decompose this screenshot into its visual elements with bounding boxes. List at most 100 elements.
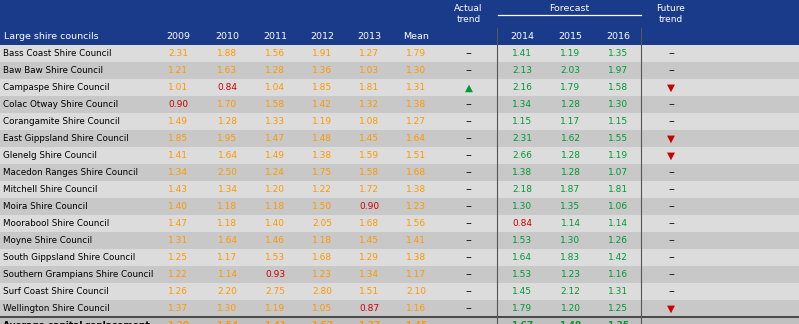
Text: 1.31: 1.31 (406, 83, 426, 92)
Text: 1.22: 1.22 (312, 185, 332, 194)
Text: 1.23: 1.23 (406, 202, 426, 211)
Text: 1.85: 1.85 (168, 134, 188, 143)
Text: –: – (668, 98, 674, 111)
Text: 1.14: 1.14 (608, 219, 628, 228)
Text: 1.29: 1.29 (359, 253, 379, 262)
Text: –: – (466, 285, 471, 298)
Bar (0, 232, 799, 249)
Text: Wellington Shire Council: Wellington Shire Council (3, 304, 109, 313)
Text: South Gippsland Shire Council: South Gippsland Shire Council (3, 253, 135, 262)
Text: 1.58: 1.58 (265, 100, 285, 109)
Text: 1.30: 1.30 (560, 236, 581, 245)
Text: 2.80: 2.80 (312, 287, 332, 296)
Text: ▼: ▼ (667, 151, 675, 160)
Text: –: – (668, 166, 674, 179)
Text: Baw Baw Shire Council: Baw Baw Shire Council (3, 66, 103, 75)
Text: Mitchell Shire Council: Mitchell Shire Council (3, 185, 97, 194)
Text: 2.66: 2.66 (512, 151, 532, 160)
Text: –: – (466, 200, 471, 213)
Bar (0, 164, 799, 181)
Text: 1.85: 1.85 (312, 83, 332, 92)
Text: 2.18: 2.18 (512, 185, 532, 194)
Text: 1.18: 1.18 (312, 236, 332, 245)
Text: 1.62: 1.62 (561, 134, 581, 143)
Text: 1.81: 1.81 (608, 185, 628, 194)
Text: 1.20: 1.20 (561, 304, 581, 313)
Text: –: – (668, 217, 674, 230)
Text: –: – (668, 200, 674, 213)
Text: 1.39: 1.39 (167, 321, 189, 324)
Text: 1.64: 1.64 (512, 253, 532, 262)
Text: 0.84: 0.84 (512, 219, 532, 228)
Text: 1.26: 1.26 (608, 236, 628, 245)
Text: 0.90: 0.90 (359, 202, 379, 211)
Text: –: – (466, 217, 471, 230)
Text: 1.55: 1.55 (608, 134, 628, 143)
Text: 1.30: 1.30 (608, 100, 628, 109)
Text: 2014: 2014 (510, 32, 534, 41)
Text: 1.47: 1.47 (265, 134, 285, 143)
Text: 1.45: 1.45 (512, 287, 532, 296)
Text: 1.41: 1.41 (406, 236, 426, 245)
Text: 1.19: 1.19 (560, 49, 581, 58)
Text: 2.50: 2.50 (217, 168, 237, 177)
Text: 2013: 2013 (357, 32, 381, 41)
Text: 1.49: 1.49 (168, 117, 188, 126)
Text: 1.42: 1.42 (608, 253, 628, 262)
Text: 1.15: 1.15 (512, 117, 532, 126)
Bar (0, 249, 799, 266)
Text: 1.48: 1.48 (312, 134, 332, 143)
Text: 1.30: 1.30 (406, 66, 426, 75)
Text: 1.28: 1.28 (265, 66, 285, 75)
Text: 2.05: 2.05 (312, 219, 332, 228)
Text: 2.03: 2.03 (561, 66, 581, 75)
Bar (0, 130, 799, 147)
Text: 1.64: 1.64 (217, 151, 237, 160)
Text: 1.32: 1.32 (359, 100, 379, 109)
Bar (0, 300, 799, 317)
Text: 2.31: 2.31 (168, 49, 188, 58)
Text: 1.07: 1.07 (608, 168, 628, 177)
Text: 1.31: 1.31 (168, 236, 188, 245)
Text: 1.45: 1.45 (359, 236, 379, 245)
Text: 1.14: 1.14 (217, 270, 237, 279)
Text: Corangamite Shire Council: Corangamite Shire Council (3, 117, 120, 126)
Text: ▲: ▲ (464, 83, 472, 92)
Text: –: – (668, 234, 674, 247)
Text: –: – (466, 268, 471, 281)
Text: 1.17: 1.17 (217, 253, 237, 262)
Text: Large shire councils: Large shire councils (4, 32, 98, 41)
Text: 1.79: 1.79 (512, 304, 532, 313)
Text: Southern Grampians Shire Council: Southern Grampians Shire Council (3, 270, 153, 279)
Text: 1.58: 1.58 (608, 83, 628, 92)
Bar (0, 181, 799, 198)
Text: 1.87: 1.87 (560, 185, 581, 194)
Text: 1.45: 1.45 (359, 134, 379, 143)
Text: 1.23: 1.23 (312, 270, 332, 279)
Text: 1.31: 1.31 (608, 287, 628, 296)
Text: 0.93: 0.93 (265, 270, 285, 279)
Text: 1.56: 1.56 (406, 219, 426, 228)
Text: 1.88: 1.88 (217, 49, 237, 58)
Text: 1.40: 1.40 (168, 202, 188, 211)
Bar (0, 62, 799, 79)
Text: 1.34: 1.34 (168, 168, 188, 177)
Text: 1.51: 1.51 (359, 287, 379, 296)
Text: –: – (466, 132, 471, 145)
Text: 1.30: 1.30 (512, 202, 532, 211)
Text: 1.22: 1.22 (168, 270, 188, 279)
Text: 2.31: 2.31 (512, 134, 532, 143)
Text: –: – (668, 183, 674, 196)
Text: Bass Coast Shire Council: Bass Coast Shire Council (3, 49, 112, 58)
Text: 1.28: 1.28 (561, 151, 581, 160)
Bar (0, 198, 799, 215)
Text: 1.51: 1.51 (406, 151, 426, 160)
Text: 1.57: 1.57 (311, 321, 333, 324)
Text: 1.53: 1.53 (512, 270, 532, 279)
Text: 1.26: 1.26 (168, 287, 188, 296)
Text: 1.75: 1.75 (312, 168, 332, 177)
Text: 1.18: 1.18 (217, 202, 237, 211)
Text: 1.17: 1.17 (560, 117, 581, 126)
Text: 1.79: 1.79 (560, 83, 581, 92)
Text: 1.68: 1.68 (406, 168, 426, 177)
